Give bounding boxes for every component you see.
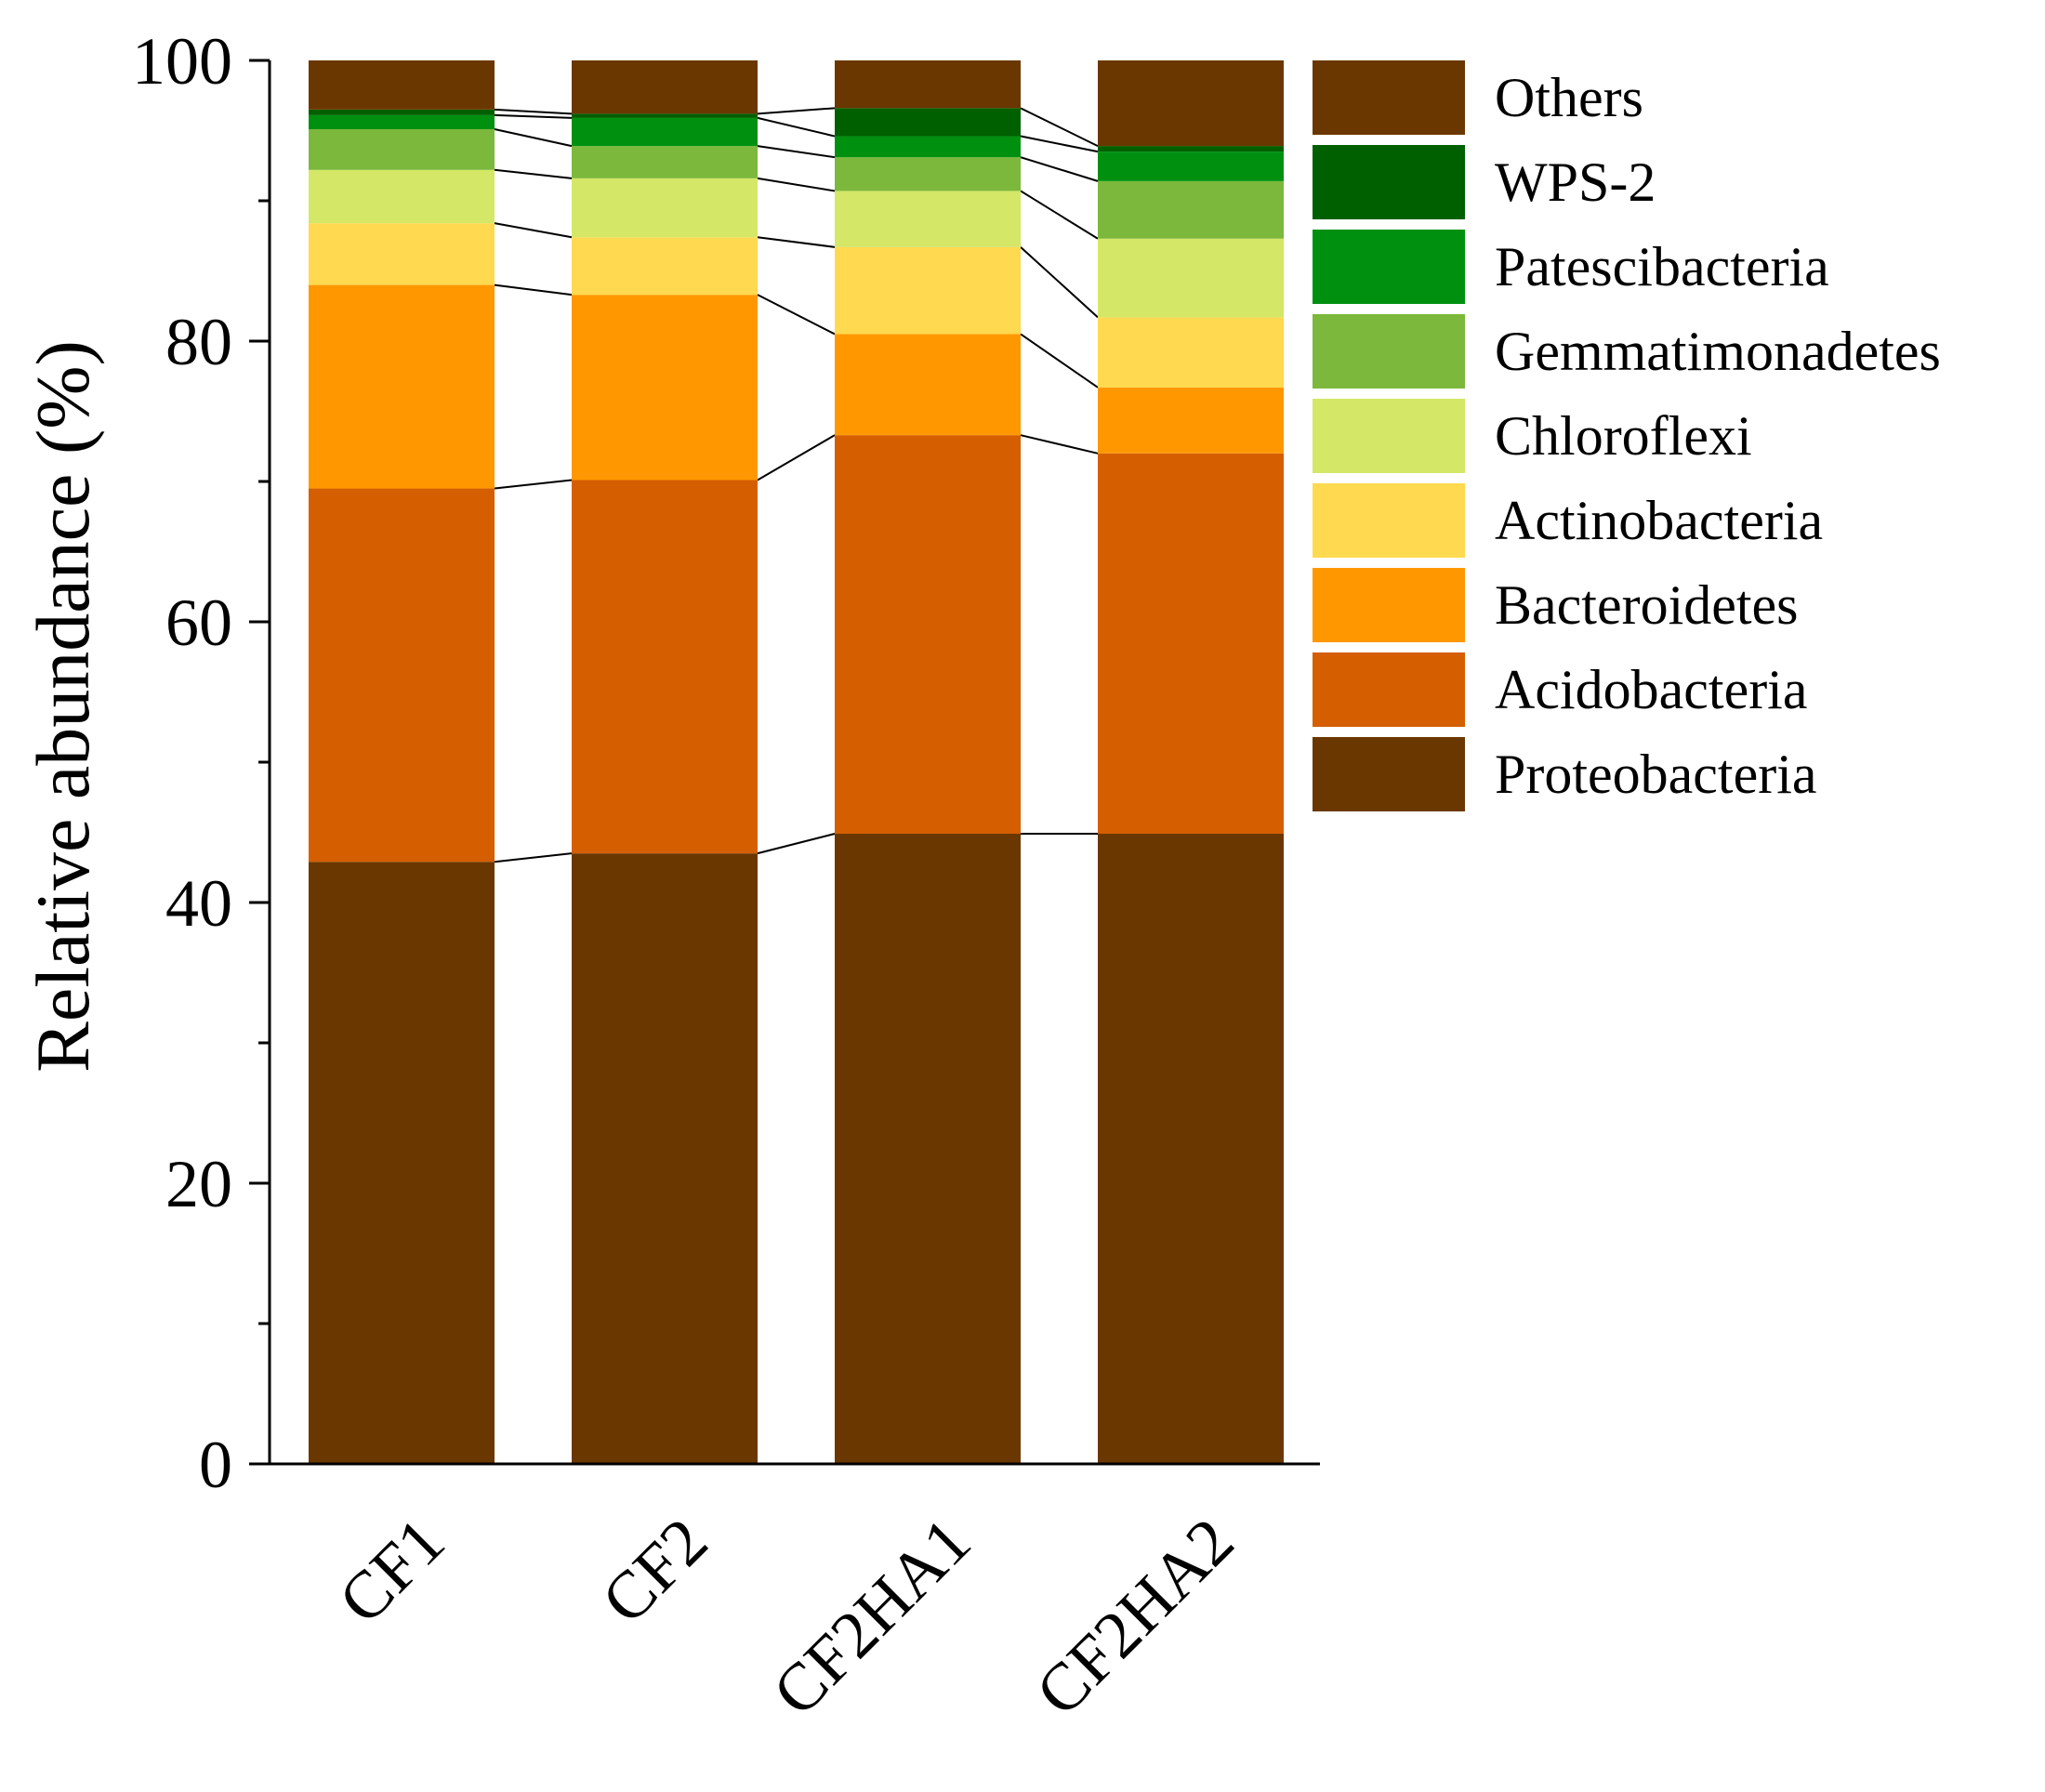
connector-bacteroidetes-3 (1020, 333, 1099, 389)
connector-gemmatimonadetes-1 (494, 128, 573, 148)
legend-swatch-actinobacteria (1313, 483, 1465, 558)
x-tick-label-cf2ha1: CF2HA1 (759, 1504, 984, 1730)
bar-gemmatimonadetes-cf2 (572, 146, 758, 178)
legend-label-chloroflexi: Chloroflexi (1495, 405, 1752, 467)
legend-label-others: Others (1495, 67, 1643, 128)
bar-others-cf2ha2 (1098, 60, 1284, 147)
bar-others-cf2 (572, 60, 758, 114)
bar-actinobacteria-cf2 (572, 237, 758, 296)
bar-gemmatimonadetes-cf2ha2 (1098, 180, 1284, 239)
connector-wps-2-2 (757, 107, 836, 115)
bars-group (309, 60, 1284, 1464)
bar-chloroflexi-cf1 (309, 169, 495, 224)
bar-bacteroidetes-cf2ha1 (835, 334, 1021, 436)
connector-chloroflexi-2 (757, 177, 836, 192)
connector-gemmatimonadetes-2 (757, 145, 836, 159)
bar-wps-2-cf2ha1 (835, 108, 1021, 137)
legend-label-proteobacteria: Proteobacteria (1495, 744, 1817, 805)
bar-bacteroidetes-cf2ha2 (1098, 387, 1284, 454)
connector-bacteroidetes-2 (757, 294, 836, 336)
connector-patescibacteria-3 (1020, 135, 1099, 153)
connector-acidobacteria-1 (494, 479, 573, 490)
bar-actinobacteria-cf1 (309, 223, 495, 285)
y-tick-label-80: 80 (165, 305, 232, 379)
bar-chloroflexi-cf2ha2 (1098, 238, 1284, 318)
y-tick-label-20: 20 (165, 1147, 232, 1221)
bar-chloroflexi-cf2 (572, 178, 758, 238)
bar-bacteroidetes-cf1 (309, 284, 495, 489)
bar-gemmatimonadetes-cf1 (309, 128, 495, 170)
bar-bacteroidetes-cf2 (572, 295, 758, 481)
legend-swatch-wps-2 (1313, 145, 1465, 219)
bar-others-cf1 (309, 60, 495, 110)
connector-actinobacteria-3 (1020, 246, 1099, 319)
legend-label-gemmatimonadetes: Gemmatimonadetes (1495, 321, 1941, 382)
legend: Others WPS-2 Patescibacteria Gemmatimonadet… (1313, 60, 1941, 811)
connector-gemmatimonadetes-3 (1020, 156, 1099, 182)
bar-wps-2-cf2ha2 (1098, 146, 1284, 152)
bar-acidobacteria-cf2ha2 (1098, 453, 1284, 835)
bar-wps-2-cf2 (572, 113, 758, 118)
y-axis-title: Relative abundance (%) (20, 340, 105, 1073)
bar-gemmatimonadetes-cf2ha1 (835, 157, 1021, 191)
bar-patescibacteria-cf2ha1 (835, 136, 1021, 158)
connector-acidobacteria-2 (757, 434, 836, 481)
y-tick-label-0: 0 (199, 1428, 232, 1502)
connector-wps-2-1 (494, 108, 573, 115)
x-tick-label-cf1: CF1 (324, 1504, 458, 1638)
bar-actinobacteria-cf2ha1 (835, 246, 1021, 335)
bar-wps-2-cf1 (309, 109, 495, 115)
bar-actinobacteria-cf2ha2 (1098, 317, 1284, 388)
bar-proteobacteria-cf2ha1 (835, 834, 1021, 1464)
bar-proteobacteria-cf2 (572, 853, 758, 1464)
connector-actinobacteria-1 (494, 222, 573, 239)
legend-swatch-proteobacteria (1313, 737, 1465, 811)
connector-lines (494, 107, 1099, 863)
legend-swatch-chloroflexi (1313, 399, 1465, 473)
legend-label-wps-2: WPS-2 (1495, 152, 1656, 213)
connector-patescibacteria-1 (494, 113, 573, 119)
connector-wps-2-3 (1020, 107, 1099, 148)
connector-chloroflexi-1 (494, 168, 573, 179)
bar-acidobacteria-cf1 (309, 488, 495, 863)
legend-swatch-acidobacteria (1313, 652, 1465, 727)
x-tick-label-cf2ha2: CF2HA2 (1022, 1504, 1247, 1730)
y-tick-label-40: 40 (165, 866, 232, 941)
legend-swatch-others (1313, 60, 1465, 135)
connector-proteobacteria-1 (494, 852, 573, 863)
bar-patescibacteria-cf2ha2 (1098, 152, 1284, 181)
connector-proteobacteria-2 (757, 833, 836, 855)
y-tick-label-100: 100 (132, 24, 232, 99)
bar-proteobacteria-cf1 (309, 862, 495, 1464)
legend-label-bacteroidetes: Bacteroidetes (1495, 574, 1799, 636)
connector-bacteroidetes-1 (494, 283, 573, 296)
x-tick-label-cf2: CF2 (587, 1504, 721, 1638)
bar-patescibacteria-cf1 (309, 114, 495, 129)
connector-chloroflexi-3 (1020, 190, 1099, 240)
bar-chloroflexi-cf2ha1 (835, 191, 1021, 247)
bar-proteobacteria-cf2ha2 (1098, 834, 1284, 1464)
bar-acidobacteria-cf2 (572, 480, 758, 854)
legend-swatch-patescibacteria (1313, 230, 1465, 304)
connector-acidobacteria-3 (1020, 434, 1099, 455)
connector-patescibacteria-2 (757, 116, 836, 138)
y-tick-label-60: 60 (165, 586, 232, 660)
legend-label-acidobacteria: Acidobacteria (1495, 659, 1807, 720)
legend-swatch-bacteroidetes (1313, 568, 1465, 642)
legend-label-patescibacteria: Patescibacteria (1495, 236, 1829, 297)
legend-swatch-gemmatimonadetes (1313, 314, 1465, 389)
legend-label-actinobacteria: Actinobacteria (1495, 490, 1823, 551)
bar-others-cf2ha1 (835, 60, 1021, 109)
bar-acidobacteria-cf2ha1 (835, 435, 1021, 835)
connector-actinobacteria-2 (757, 236, 836, 248)
bar-patescibacteria-cf2 (572, 117, 758, 147)
